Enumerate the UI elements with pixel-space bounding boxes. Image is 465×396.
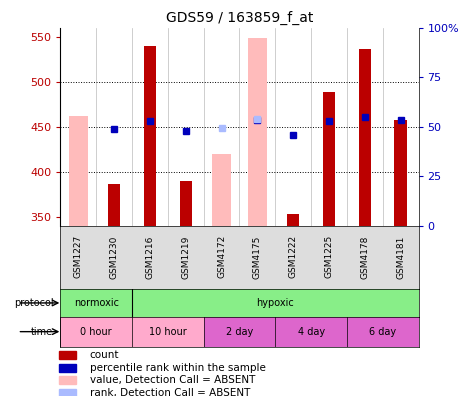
Text: GSM4172: GSM4172	[217, 235, 226, 278]
Text: protocol: protocol	[13, 298, 53, 308]
Bar	[132, 289, 419, 317]
Text: time: time	[31, 327, 53, 337]
Bar	[212, 154, 232, 226]
Bar	[204, 317, 275, 346]
Text: GSM1219: GSM1219	[181, 235, 190, 279]
Bar	[60, 226, 96, 289]
Bar	[287, 214, 299, 226]
Bar	[132, 226, 168, 289]
Bar	[394, 120, 407, 226]
Bar	[311, 226, 347, 289]
Bar	[359, 50, 371, 226]
Bar	[179, 181, 192, 226]
Bar	[59, 388, 76, 396]
Bar	[108, 184, 120, 226]
Text: 4 day: 4 day	[298, 327, 325, 337]
Text: value, Detection Call = ABSENT: value, Detection Call = ABSENT	[89, 375, 255, 385]
Bar	[59, 364, 76, 372]
Bar	[96, 226, 132, 289]
Text: GSM1216: GSM1216	[146, 235, 154, 279]
Text: 0 hour: 0 hour	[80, 327, 112, 337]
Text: 6 day: 6 day	[369, 327, 396, 337]
Bar	[60, 317, 132, 346]
Text: GSM1230: GSM1230	[110, 235, 119, 279]
Bar	[132, 317, 204, 346]
Text: 10 hour: 10 hour	[149, 327, 187, 337]
Text: hypoxic: hypoxic	[256, 298, 294, 308]
Bar	[239, 226, 275, 289]
Text: normoxic: normoxic	[74, 298, 119, 308]
Bar	[59, 352, 76, 360]
Bar	[59, 376, 76, 384]
Bar	[60, 289, 132, 317]
Text: 2 day: 2 day	[226, 327, 253, 337]
Bar	[347, 226, 383, 289]
Text: rank, Detection Call = ABSENT: rank, Detection Call = ABSENT	[89, 388, 250, 396]
Bar	[247, 38, 267, 226]
Bar	[68, 116, 88, 226]
Text: GSM1227: GSM1227	[74, 235, 83, 278]
Bar	[347, 317, 418, 346]
Bar	[275, 226, 311, 289]
Bar	[323, 91, 335, 226]
Bar	[383, 226, 418, 289]
Bar	[144, 46, 156, 226]
Title: GDS59 / 163859_f_at: GDS59 / 163859_f_at	[166, 11, 313, 25]
Text: percentile rank within the sample: percentile rank within the sample	[89, 363, 266, 373]
Text: GSM4175: GSM4175	[253, 235, 262, 279]
Text: GSM1222: GSM1222	[289, 235, 298, 278]
Text: GSM1225: GSM1225	[325, 235, 333, 278]
Bar	[204, 226, 239, 289]
Text: count: count	[89, 350, 119, 360]
Text: GSM4181: GSM4181	[396, 235, 405, 279]
Text: GSM4178: GSM4178	[360, 235, 369, 279]
Bar	[275, 317, 347, 346]
Bar	[168, 226, 204, 289]
